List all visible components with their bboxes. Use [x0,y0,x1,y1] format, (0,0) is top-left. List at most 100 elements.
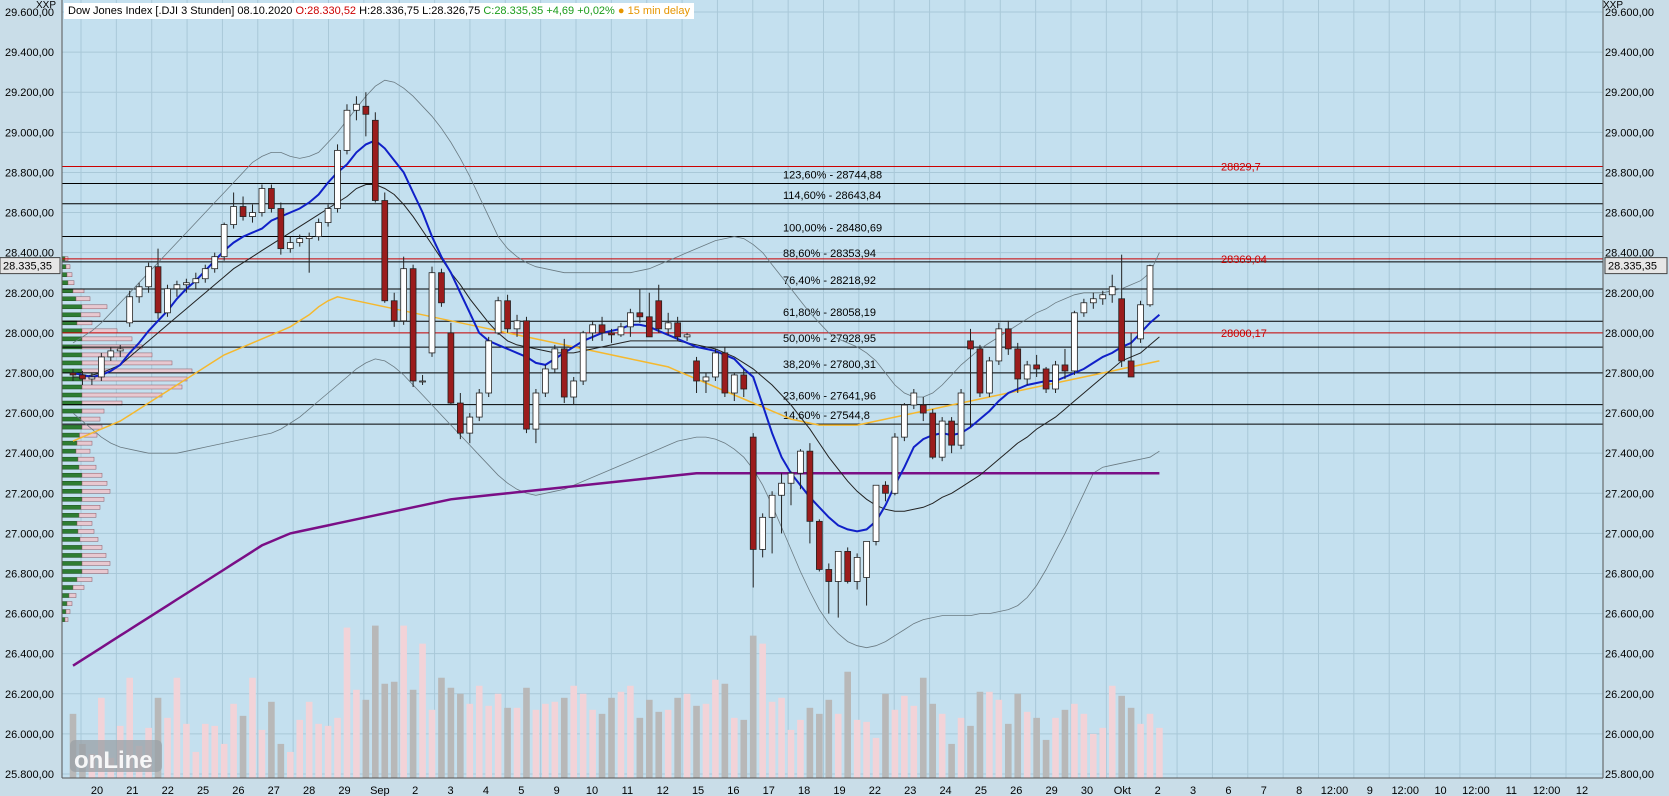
volume-bar [1146,713,1154,778]
delay-note: 15 min delay [627,5,690,17]
candle-down [674,322,681,338]
profile-bar [80,416,101,422]
candle-down [1033,364,1040,370]
candle-down [371,119,379,201]
candle-up [494,300,502,334]
candle-up [712,352,719,378]
candle-up [683,334,691,338]
x-tick-label: Sep [370,785,390,796]
volume-bar [98,697,105,778]
x-tick-label: 25 [975,785,987,796]
profile-bar-green [61,569,83,574]
volume-bar [797,719,804,778]
candle-up [627,312,634,328]
volume-bar [523,687,530,778]
x-tick-label: 12:00 [1391,785,1419,796]
profile-bar-green [61,521,78,526]
close-value: C:28.335,35 [483,5,544,17]
volume-bar [1023,711,1031,778]
x-tick-label: 19 [833,785,845,796]
volume-bar [192,751,200,778]
volume-bar [475,685,483,778]
candle-up [183,282,190,286]
profile-bar [78,464,97,470]
ma-blue-line [72,139,1161,533]
x-tick-label: 11 [1506,785,1517,796]
volume-bar [957,717,965,778]
x-tick-label: 27 [268,785,280,796]
candle-down [1042,368,1050,390]
volume-bar [731,717,738,778]
candle-up [872,484,880,542]
candle-up [107,350,115,358]
candle-up [1052,364,1059,390]
candle-up [759,516,766,550]
volume-bar [1052,717,1059,778]
volume-bar [220,743,228,778]
candle-down [1014,348,1022,380]
profile-bar [81,480,108,486]
profile-bar [75,448,91,454]
profile-bar [81,360,173,366]
candle-up [126,296,134,324]
volume-bar [154,697,162,778]
volume-bar [353,689,360,778]
y-tick-left: 28.200,00 [5,288,54,300]
candle-up [1080,302,1088,314]
profile-bar [77,529,95,534]
candle-down [79,374,86,380]
candlesticks [69,92,1154,618]
volume-bar [816,713,823,778]
y-tick-left: 27.800,00 [5,368,54,380]
volume-bar [645,699,653,778]
y-tick-right: 27.600,00 [1605,408,1654,420]
candle-down [1061,364,1069,372]
x-tick-label: 7 [1261,785,1267,796]
volume-bar [447,687,455,778]
profile-bar [67,280,75,285]
profile-bar-green [61,304,83,310]
volume-bar [570,685,578,778]
volume-bar [1014,693,1022,778]
volume-bar [787,729,795,778]
x-axis: 20 21 22 25 26 27 28 29 Sep 2 3 4 5 9 10 11 12 15 16 17 18 19… [62,777,1603,796]
candle-up [1146,265,1154,306]
profile-bar-green [61,561,83,566]
x-tick-label: 22 [869,785,881,796]
x-tick-label: 18 [798,785,810,796]
candle-up [249,212,256,217]
profile-bar [77,456,95,462]
candle-down [655,300,663,330]
profile-bar-green [61,312,82,318]
volume-bar [995,699,1003,778]
volume-bar [702,703,710,778]
volume-bar [1118,695,1125,778]
y-tick-right: 25.800,00 [1605,769,1654,781]
x-tick-label: 30 [1081,785,1093,796]
x-tick-label: 10 [586,785,598,796]
candle-up [324,208,332,223]
y-tick-right: 26.800,00 [1605,568,1654,580]
fib-level-label: 88,60% - 28353,94 [783,248,876,260]
candle-up [957,392,965,446]
x-tick-label: 5 [518,785,524,796]
volume-bar [872,737,880,778]
volume-bar [844,671,851,778]
instrument-title: Dow Jones Index [.DJI 3 Stunden] 08.10.2… [68,5,293,17]
volume-bar [409,689,417,778]
y-tick-left: 28.600,00 [5,208,54,220]
profile-bar [65,609,71,614]
profile-bar-green [61,529,79,534]
x-tick-label: 17 [763,785,775,796]
y-tick-right: 28.800,00 [1605,167,1654,179]
tradesignal-online-logo: onLine [70,740,162,774]
x-tick-label: 6 [1225,785,1231,796]
candle-up [201,268,209,280]
volume-bar [655,711,663,778]
x-tick-label: Okt [1114,785,1131,796]
volume-bar [929,703,937,778]
volume-bar [608,697,615,778]
volume-bar [1108,685,1116,778]
price-box-right [1604,257,1668,275]
